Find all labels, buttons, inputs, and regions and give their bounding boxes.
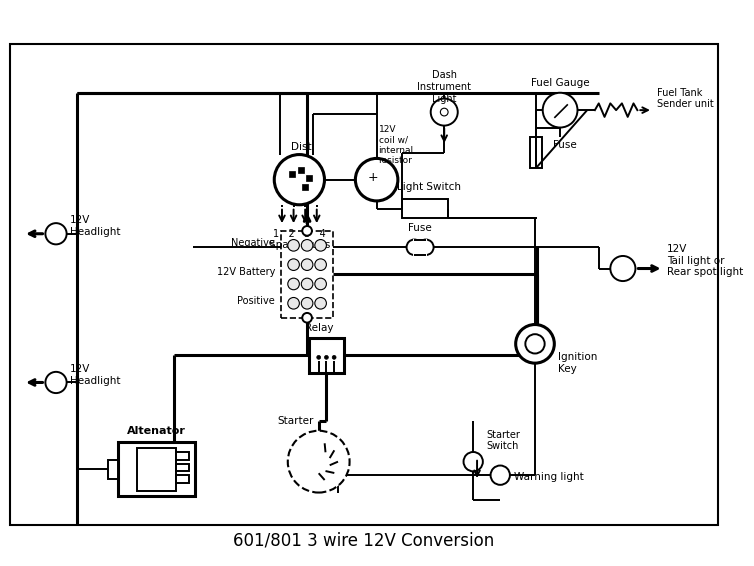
Circle shape <box>302 226 312 235</box>
Circle shape <box>288 239 299 251</box>
Bar <box>414 239 426 255</box>
Bar <box>530 137 542 168</box>
Bar <box>137 448 176 491</box>
Bar <box>289 171 295 177</box>
Circle shape <box>315 298 326 309</box>
Circle shape <box>288 259 299 271</box>
Circle shape <box>302 313 312 323</box>
Text: 12V
Tail light or
Rear spot light: 12V Tail light or Rear spot light <box>667 244 743 277</box>
Circle shape <box>526 334 544 354</box>
Bar <box>306 175 312 181</box>
Text: 12V Battery: 12V Battery <box>217 267 275 277</box>
Text: 12V
coil w/
internal
resistor: 12V coil w/ internal resistor <box>379 125 414 165</box>
Bar <box>176 464 189 471</box>
Circle shape <box>302 298 313 309</box>
Text: 12V
Headlight: 12V Headlight <box>69 215 120 237</box>
Circle shape <box>315 239 326 251</box>
Circle shape <box>302 259 313 271</box>
Circle shape <box>302 278 313 290</box>
Text: Relay: Relay <box>305 323 334 333</box>
Bar <box>302 185 308 190</box>
Circle shape <box>431 98 458 126</box>
Circle shape <box>315 278 326 290</box>
Text: Spark Plugs: Spark Plugs <box>268 241 330 250</box>
Circle shape <box>45 372 66 393</box>
Bar <box>10 45 719 525</box>
Bar <box>176 475 189 483</box>
Bar <box>176 452 189 460</box>
Circle shape <box>315 259 326 271</box>
Text: Fuel Tank
Sender unit: Fuel Tank Sender unit <box>657 88 713 109</box>
Text: Dist: Dist <box>291 142 311 152</box>
Text: 12V
Headlight: 12V Headlight <box>69 364 120 385</box>
Text: Ignition
Key: Ignition Key <box>558 353 598 374</box>
Text: Positive: Positive <box>238 297 275 306</box>
Bar <box>118 443 195 496</box>
Circle shape <box>317 355 320 359</box>
Bar <box>281 231 333 318</box>
Circle shape <box>516 324 554 363</box>
Text: +: + <box>367 171 378 185</box>
Circle shape <box>302 239 313 251</box>
Circle shape <box>464 452 483 471</box>
Text: 1   2   3   4: 1 2 3 4 <box>273 229 326 239</box>
Text: Batt
2/S
1/F: Batt 2/S 1/F <box>146 453 167 486</box>
Circle shape <box>274 155 324 205</box>
Circle shape <box>288 431 350 492</box>
Circle shape <box>45 223 66 245</box>
Circle shape <box>324 355 328 359</box>
Text: Fuel Gauge: Fuel Gauge <box>531 78 590 88</box>
Text: Fuse: Fuse <box>408 223 432 233</box>
Circle shape <box>418 239 434 255</box>
Text: Warning light: Warning light <box>513 472 584 482</box>
Bar <box>309 338 344 373</box>
Bar <box>299 167 304 173</box>
Text: Fuse: Fuse <box>553 140 577 150</box>
Bar <box>108 460 118 479</box>
Circle shape <box>543 93 578 127</box>
Bar <box>402 199 448 218</box>
Text: Starter: Starter <box>277 416 314 426</box>
Circle shape <box>288 298 299 309</box>
Text: 601/801 3 wire 12V Conversion: 601/801 3 wire 12V Conversion <box>234 532 495 550</box>
Text: Light Switch: Light Switch <box>397 182 461 192</box>
Text: Negative: Negative <box>231 238 275 248</box>
Text: Altenator: Altenator <box>127 426 186 436</box>
Circle shape <box>491 465 510 485</box>
Circle shape <box>406 239 422 255</box>
Circle shape <box>610 256 636 281</box>
Text: Dash
Instrument
Light: Dash Instrument Light <box>417 70 471 104</box>
Circle shape <box>440 108 448 116</box>
Circle shape <box>333 355 336 359</box>
Circle shape <box>288 278 299 290</box>
Circle shape <box>355 158 398 201</box>
Text: Starter
Switch: Starter Switch <box>487 430 520 451</box>
